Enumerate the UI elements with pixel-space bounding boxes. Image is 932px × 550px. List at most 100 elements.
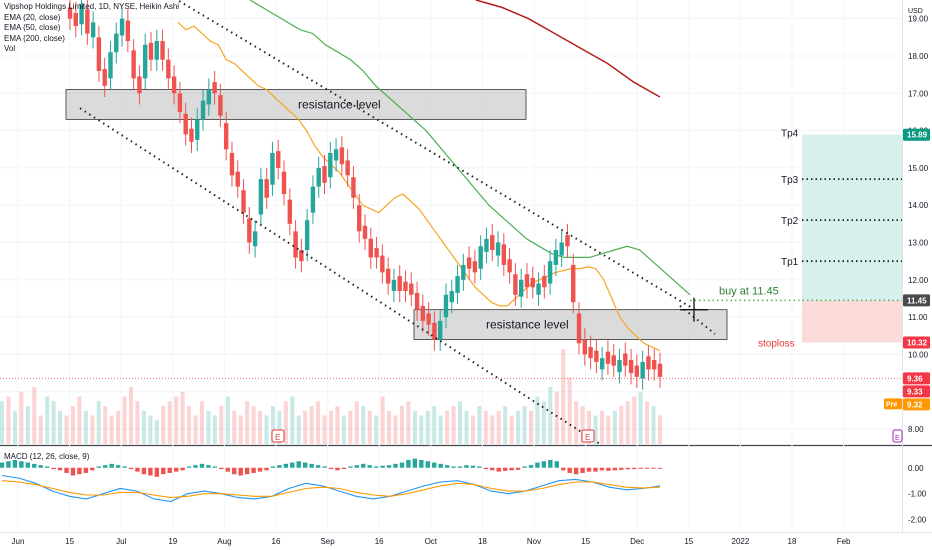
candle-body (461, 264, 466, 280)
candle-body (380, 255, 385, 273)
volume-bar (425, 410, 430, 444)
macd-histogram-bar (270, 466, 276, 468)
candle-body (195, 119, 200, 140)
volume-bar (135, 401, 140, 444)
volume-bar (238, 415, 243, 444)
tp3-label: Tp3 (781, 175, 799, 186)
earnings-upcoming-marker[interactable] (892, 429, 903, 443)
macd-histogram-bar (599, 467, 605, 471)
volume-bar (580, 406, 585, 444)
volume-bar (129, 387, 134, 444)
volume-bar (141, 410, 146, 444)
candle-body (137, 76, 142, 94)
price-tick-label: 10.00 (908, 350, 929, 359)
volume-bar (567, 377, 572, 444)
macd-histogram-bar (335, 467, 340, 471)
macd-histogram-bar (457, 466, 463, 468)
upper-resistance-zone (65, 89, 527, 120)
candle-body (114, 33, 119, 53)
volume-bar (316, 401, 321, 444)
stoploss-label: stoploss (758, 339, 795, 350)
candle-body (472, 261, 478, 273)
pre-tag: Pre (886, 401, 897, 408)
macd-histogram-bar (593, 467, 598, 472)
macd-histogram-bar (12, 459, 18, 468)
candle-body (351, 177, 356, 198)
candle-body (148, 42, 154, 60)
candle-body (357, 205, 362, 232)
macd-histogram-bar (567, 467, 572, 473)
candle-body (576, 313, 582, 344)
time-tick-label: Dec (630, 537, 644, 546)
candle-body (565, 235, 570, 247)
candle-body (466, 257, 472, 269)
volume-bar (470, 415, 475, 444)
candle-body (385, 268, 391, 284)
volume-bar (206, 410, 211, 444)
volume-bar (432, 406, 437, 444)
candle-body (85, 9, 90, 34)
volume-bar (490, 415, 495, 444)
volume-bar (122, 396, 127, 444)
currency-label: USD (908, 8, 923, 15)
volume-bar (187, 406, 192, 444)
candle-body (206, 89, 212, 105)
candle-body (623, 353, 628, 366)
macd-histogram-bar (515, 467, 521, 470)
macd-histogram-bar (625, 467, 630, 470)
candle-body (131, 50, 136, 79)
volume-bar (180, 391, 185, 444)
candle-body (628, 360, 634, 374)
volume-bar (632, 396, 637, 444)
buy-label: buy at 11.45 (719, 285, 779, 297)
volume-bar (509, 415, 514, 444)
target-zone (802, 134, 902, 301)
volume-bar (554, 391, 559, 444)
macd-histogram-bar (115, 465, 121, 468)
volume-bar (199, 401, 204, 444)
time-tick-label: 19 (168, 537, 177, 546)
volume-bar (612, 410, 617, 444)
candle-body (588, 346, 593, 359)
candle-body (553, 249, 559, 265)
earnings-marker[interactable] (271, 429, 285, 443)
volume-bar (232, 410, 237, 444)
candle-body (599, 358, 605, 370)
macd-line (1, 474, 661, 503)
macd-histogram-bar (154, 467, 160, 477)
last-price-tag-2: 9.33 (907, 387, 923, 396)
candle-body (304, 220, 310, 250)
candle-body (495, 242, 501, 256)
candle-body (223, 123, 229, 150)
volume-bar (380, 396, 385, 444)
volume-bar (58, 410, 63, 444)
candle-body (420, 305, 426, 321)
macd-histogram-bar (451, 466, 456, 468)
candle-body (287, 199, 293, 224)
time-tick-label: 15 (65, 537, 74, 546)
volume-bar (619, 406, 624, 444)
earnings-marker[interactable] (581, 429, 595, 443)
macd-histogram-bar (438, 463, 443, 468)
candle-body (270, 152, 275, 185)
tp1-label: Tp1 (781, 257, 799, 268)
candle-body (455, 276, 460, 293)
volume-bar (303, 410, 308, 444)
macd-tick-label: -1.00 (908, 490, 927, 499)
candle-body (299, 249, 304, 262)
macd-histogram-bar (386, 465, 392, 468)
volume-bar (406, 401, 411, 444)
candle-body (530, 277, 535, 288)
macd-histogram-bar (283, 463, 289, 468)
candle-body (571, 264, 576, 303)
volume-bar (109, 415, 114, 444)
macd-histogram-bar (393, 463, 398, 468)
time-tick-label: Aug (217, 537, 231, 546)
volume-bar (561, 349, 566, 444)
macd-histogram-bar (419, 459, 424, 468)
candle-body (79, 3, 84, 25)
candle-body (409, 283, 414, 295)
macd-histogram-bar (315, 465, 321, 468)
candle-body (652, 360, 657, 370)
